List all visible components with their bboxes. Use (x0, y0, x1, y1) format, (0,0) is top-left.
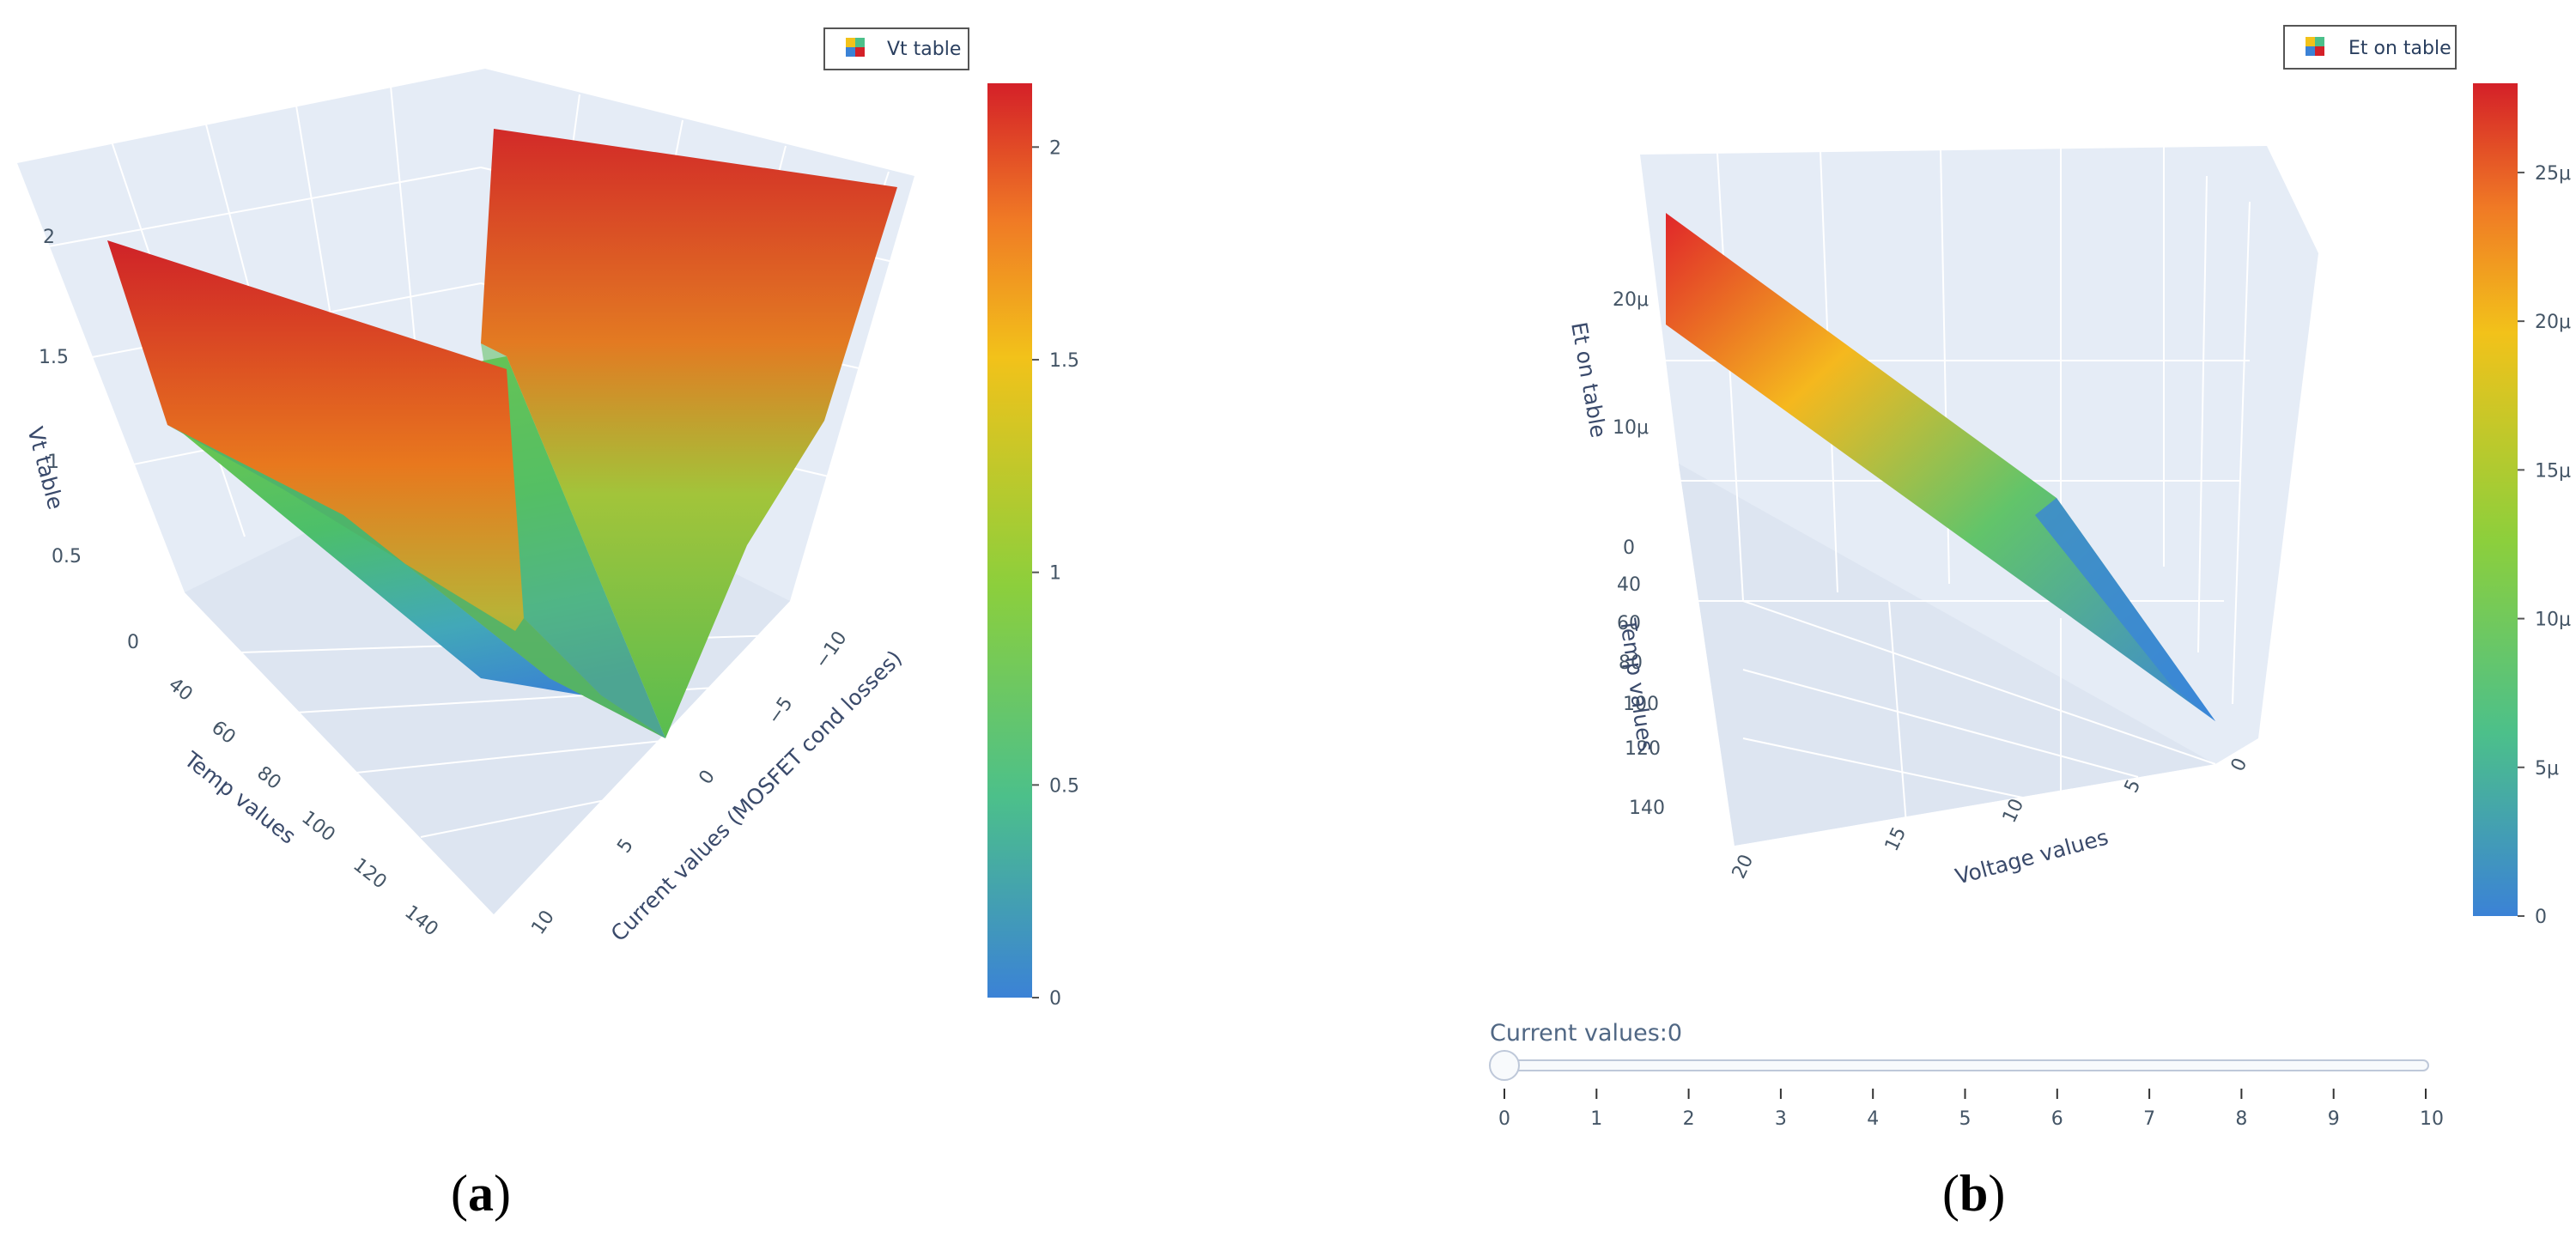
chart-a-legend-label: Vt table (887, 39, 961, 60)
slider-tick-label[interactable]: 1 (1590, 1108, 1602, 1130)
colorbar-tick-label: 10μ (2535, 610, 2571, 631)
chart-a-surface-right-wall (481, 129, 897, 738)
chart-b-x-ticks: 40 60 80 100 120 140 (1617, 574, 1665, 819)
chart-a-surface-left-wall (107, 240, 665, 738)
x-tick: 60 (1617, 613, 1641, 634)
colorbar-tick-label: 0.5 (1049, 775, 1079, 797)
slider-tick-label[interactable]: 8 (2235, 1108, 2247, 1130)
colorbar-tick-label: 2 (1049, 137, 1061, 159)
slider-tick-label[interactable]: 4 (1867, 1108, 1879, 1130)
chart-a-legend[interactable]: Vt table (823, 27, 969, 70)
z-tick: 20μ (1613, 289, 1649, 311)
chart-a-colorbar: 0 0.5 1 1.5 2 (987, 83, 1079, 1010)
x-tick: 120 (1625, 738, 1661, 760)
y-tick: −5 (763, 694, 797, 729)
chart-b-gridlines (1657, 147, 2251, 825)
x-tick: 40 (1617, 574, 1641, 596)
chart-b-colorbar-gradient (2473, 83, 2518, 916)
y-tick: 10 (1999, 796, 2028, 827)
slider-tick-label[interactable]: 0 (1498, 1108, 1510, 1130)
x-tick: 60 (207, 717, 239, 749)
colorbar-tick-label: 0 (1049, 988, 1061, 1010)
x-tick: 120 (349, 854, 390, 894)
z-tick: 1 (47, 452, 59, 473)
slider-tick-label[interactable]: 10 (2420, 1108, 2444, 1130)
z-tick: 0 (1623, 537, 1635, 559)
slider-tick-label[interactable]: 9 (2328, 1108, 2340, 1130)
slider-tick-label[interactable]: 6 (2051, 1108, 2063, 1130)
legend-swatch-icon (2306, 37, 2324, 56)
chart-b-legend[interactable]: Et on table (2283, 25, 2457, 70)
x-tick: 140 (400, 901, 441, 941)
panel-label-a: (a) (451, 1165, 511, 1222)
chart-b-floor (1679, 464, 2215, 846)
chart-b-z-ticks: 20μ 10μ 0 (1613, 289, 1649, 559)
z-tick: 0 (127, 632, 139, 653)
slider-tick-label[interactable]: 3 (1775, 1108, 1787, 1130)
chart-a: 2 1.5 1 0.5 0 Vt table 40 60 80 100 120 … (17, 27, 1079, 1010)
y-tick: 10 (527, 907, 559, 938)
chart-b-legend-label: Et on table (2348, 38, 2451, 59)
slider-tick-label[interactable]: 5 (1959, 1108, 1971, 1130)
chart-b-z-axis-title: Et on table (1566, 320, 1611, 440)
chart-b-surface (1666, 213, 2215, 721)
slider-tick-label[interactable]: 7 (2143, 1108, 2155, 1130)
x-tick: 40 (164, 674, 196, 706)
x-tick: 80 (252, 762, 284, 794)
y-tick: 0 (2227, 755, 2252, 774)
y-tick: −10 (811, 628, 851, 672)
z-tick: 10μ (1613, 417, 1649, 439)
slider-track[interactable] (1502, 1059, 2429, 1071)
z-tick: 2 (43, 227, 55, 248)
slider-handle[interactable] (1489, 1050, 1520, 1081)
slider-tick-label[interactable]: 2 (1683, 1108, 1695, 1130)
chart-b-colorbar: 0 5μ 10μ 15μ 20μ 25μ (2473, 83, 2571, 928)
colorbar-tick-label: 5μ (2535, 758, 2559, 780)
slider-title: Current values:0 (1490, 1020, 1682, 1047)
y-tick: 5 (2121, 776, 2146, 796)
chart-b-x-axis-title: Temp values (1615, 616, 1659, 753)
z-tick: 0.5 (52, 546, 82, 567)
colorbar-tick-label: 20μ (2535, 312, 2571, 333)
chart-a-surface-right-shade (481, 343, 665, 738)
colorbar-tick-label: 25μ (2535, 163, 2571, 185)
z-tick: 1.5 (39, 347, 69, 368)
colorbar-tick-label: 1 (1049, 563, 1061, 585)
chart-b-y-axis-title: Voltage values (1953, 824, 2111, 889)
chart-b: 20μ 10μ 0 Et on table 40 60 80 100 120 1… (1489, 25, 2571, 1130)
panel-label-b: (b) (1942, 1165, 2005, 1222)
y-tick: 0 (695, 767, 720, 789)
y-tick: 15 (1881, 824, 1911, 855)
x-tick: 80 (1619, 652, 1643, 674)
chart-b-surface-edge (2035, 498, 2215, 721)
chart-a-surface-left-floor (167, 425, 665, 738)
y-tick: 20 (1728, 852, 1758, 883)
colorbar-tick-label: 15μ (2535, 460, 2571, 482)
chart-a-colorbar-gradient (987, 83, 1032, 998)
current-slider[interactable]: Current values:0 0 1 2 3 4 5 6 7 8 9 10 (1489, 1020, 2444, 1130)
chart-a-x-axis-title: Temp values (179, 746, 301, 848)
x-tick: 100 (1623, 694, 1659, 715)
legend-swatch-icon (846, 38, 865, 57)
colorbar-tick-label: 1.5 (1049, 350, 1079, 372)
chart-a-z-axis-title: Vt table (22, 424, 68, 512)
y-tick: 5 (613, 835, 638, 858)
colorbar-tick-label: 0 (2535, 907, 2547, 928)
chart-a-z-ticks: 2 1.5 1 0.5 0 (39, 227, 139, 653)
x-tick: 140 (1629, 798, 1665, 819)
x-tick: 100 (297, 807, 338, 847)
